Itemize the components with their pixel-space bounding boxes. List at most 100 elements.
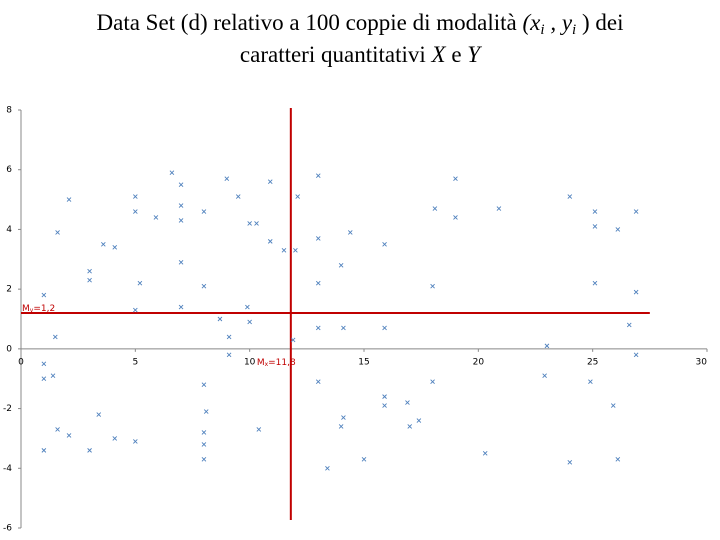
- point: [169, 170, 175, 176]
- point: [430, 379, 435, 385]
- chart-title: Data Set (d) relativo a 100 coppie di mo…: [97, 10, 624, 38]
- y-tick-label: 6: [6, 165, 12, 175]
- point: [133, 307, 138, 313]
- point: [55, 427, 60, 432]
- point: [52, 334, 58, 340]
- title-part: ): [576, 10, 589, 35]
- point: [87, 448, 92, 453]
- point: [178, 218, 184, 223]
- y-tick-label: 0: [6, 344, 12, 354]
- point: [325, 465, 330, 471]
- point: [315, 325, 321, 331]
- point: [567, 459, 573, 465]
- label-part: =1,2: [33, 304, 55, 314]
- point: [615, 457, 621, 462]
- point: [626, 322, 632, 328]
- title-part: X: [431, 42, 447, 67]
- point: [382, 325, 387, 331]
- point: [50, 373, 56, 379]
- point: [633, 289, 639, 295]
- point: [341, 325, 346, 331]
- mean-y-label: My=1,2: [22, 304, 55, 314]
- point: [178, 203, 184, 208]
- x-tick-label: 25: [587, 357, 598, 367]
- point: [496, 206, 502, 211]
- y-tick-label: 4: [6, 225, 12, 235]
- point: [226, 334, 232, 340]
- point: [633, 209, 639, 214]
- point: [482, 451, 488, 456]
- point: [453, 215, 458, 220]
- title-part: Data Set (d) relativo a 100 coppie di mo…: [97, 10, 523, 35]
- point: [55, 230, 60, 235]
- point: [338, 262, 344, 268]
- point: [633, 352, 639, 358]
- point: [133, 439, 138, 444]
- point: [41, 361, 47, 367]
- y-tick-label: -4: [3, 464, 12, 474]
- title-part: dei: [590, 10, 624, 35]
- point: [544, 343, 550, 349]
- x-tick-label: 5: [132, 357, 138, 367]
- point: [247, 221, 252, 226]
- point: [290, 337, 296, 343]
- point: [178, 259, 184, 265]
- point: [112, 436, 118, 441]
- point: [315, 236, 321, 241]
- point: [430, 283, 435, 289]
- point: [87, 277, 92, 283]
- point: [66, 197, 72, 202]
- point: [101, 242, 106, 247]
- point: [201, 442, 207, 447]
- point: [217, 316, 223, 322]
- mean-x-label: Mx=11,8: [257, 357, 296, 367]
- x-tick-label: 15: [358, 357, 369, 367]
- point: [201, 283, 207, 289]
- point: [178, 304, 184, 310]
- label-part: M: [22, 304, 30, 314]
- point: [203, 409, 209, 414]
- title-part: Y: [467, 42, 482, 67]
- x-tick-label: 30: [696, 357, 708, 367]
- point: [338, 424, 344, 429]
- x-tick-label: 10: [244, 357, 256, 367]
- label-part: =11,8: [268, 357, 296, 367]
- chart-title: caratteri quantitativi X e Y: [240, 42, 482, 67]
- label-part: M: [257, 357, 265, 367]
- point: [382, 394, 387, 399]
- point: [178, 182, 184, 187]
- x-tick-label: 20: [473, 357, 485, 367]
- title-part: , y: [545, 10, 573, 35]
- point: [87, 268, 92, 274]
- point: [453, 176, 458, 181]
- point: [315, 379, 321, 385]
- point: [542, 373, 547, 379]
- point: [137, 280, 143, 286]
- point: [267, 239, 273, 244]
- point: [256, 427, 262, 432]
- point: [247, 319, 252, 325]
- point: [293, 248, 298, 253]
- point: [235, 194, 241, 199]
- point: [201, 382, 207, 388]
- point: [416, 418, 422, 423]
- point: [592, 209, 598, 214]
- point: [432, 206, 438, 211]
- point: [153, 215, 159, 220]
- point: [315, 280, 321, 286]
- point: [112, 245, 118, 250]
- point: [41, 292, 47, 298]
- point: [133, 209, 138, 214]
- y-tick-label: -2: [3, 404, 12, 414]
- point: [201, 430, 207, 435]
- point: [245, 304, 250, 310]
- point: [201, 209, 207, 214]
- y-tick-label: 2: [6, 285, 12, 295]
- point: [341, 415, 346, 420]
- point: [254, 221, 259, 226]
- title-part: caratteri quantitativi: [240, 42, 432, 67]
- point: [592, 280, 598, 286]
- x-tick-label: 0: [18, 357, 24, 367]
- point: [41, 448, 47, 453]
